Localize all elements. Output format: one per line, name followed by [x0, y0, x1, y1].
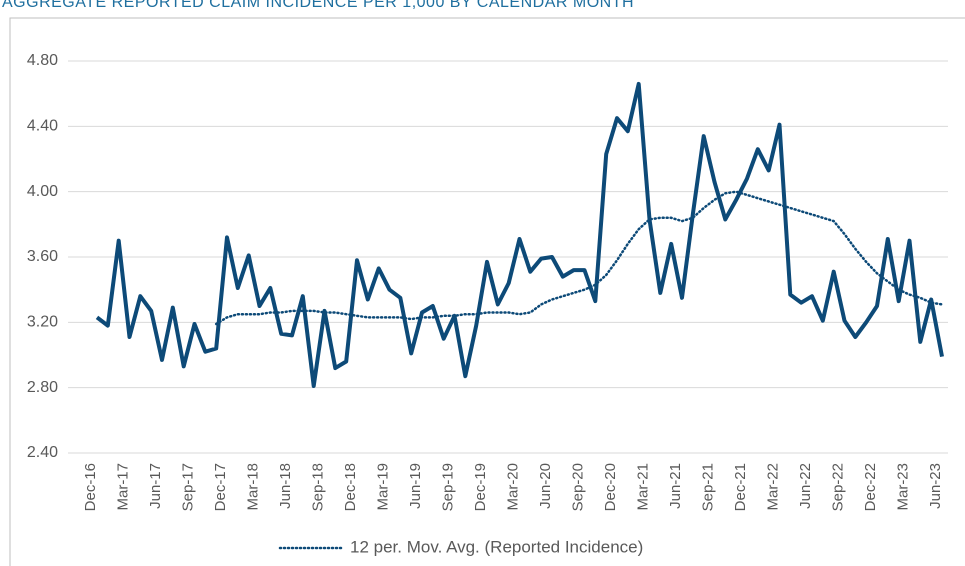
- chart-title: AGGREGATE REPORTED CLAIM INCIDENCE PER 1…: [2, 0, 634, 11]
- x-tick-label: Mar-22: [764, 463, 781, 511]
- x-tick-label: Jun-17: [147, 463, 164, 509]
- x-tick-label: Dec-16: [82, 463, 99, 511]
- y-tick-label: 2.40: [27, 444, 58, 461]
- x-tick-label: Sep-20: [569, 463, 586, 511]
- y-tick-label: 2.80: [27, 379, 58, 396]
- x-tick-label: Jun-21: [667, 463, 684, 509]
- x-tick-label: Jun-23: [927, 463, 944, 509]
- x-tick-label: Jun-20: [537, 463, 554, 509]
- x-tick-label: Mar-20: [504, 463, 521, 511]
- x-tick-label: Mar-18: [244, 463, 261, 511]
- x-tick-label: Dec-18: [342, 463, 359, 511]
- legend-label: 12 per. Mov. Avg. (Reported Incidence): [350, 537, 643, 556]
- x-tick-label: Jun-22: [797, 463, 814, 509]
- y-tick-label: 3.60: [27, 248, 58, 265]
- x-tick-label: Mar-21: [634, 463, 651, 511]
- y-tick-label: 3.20: [27, 314, 58, 331]
- x-tick-label: Sep-22: [829, 463, 846, 511]
- x-tick-label: Dec-19: [472, 463, 489, 511]
- x-tick-label: Sep-21: [699, 463, 716, 511]
- x-tick-label: Sep-19: [439, 463, 456, 511]
- x-tick-label: Mar-23: [894, 463, 911, 511]
- x-tick-label: Sep-17: [179, 463, 196, 511]
- x-tick-label: Dec-22: [862, 463, 879, 511]
- line-series: [95, 81, 944, 388]
- chart-frame: [9, 17, 965, 566]
- x-tick-label: Dec-21: [732, 463, 749, 511]
- x-tick-label: Mar-17: [114, 463, 131, 511]
- x-tick-label: Mar-19: [374, 463, 391, 511]
- line-series: [214, 190, 944, 326]
- y-tick-label: 4.00: [27, 183, 58, 200]
- y-tick-label: 4.80: [27, 52, 58, 69]
- x-tick-label: Dec-20: [602, 463, 619, 511]
- x-tick-label: Jun-18: [277, 463, 294, 509]
- x-tick-label: Sep-18: [309, 463, 326, 511]
- x-tick-label: Dec-17: [212, 463, 229, 511]
- y-tick-label: 4.40: [27, 118, 58, 135]
- x-tick-label: Jun-19: [407, 463, 424, 509]
